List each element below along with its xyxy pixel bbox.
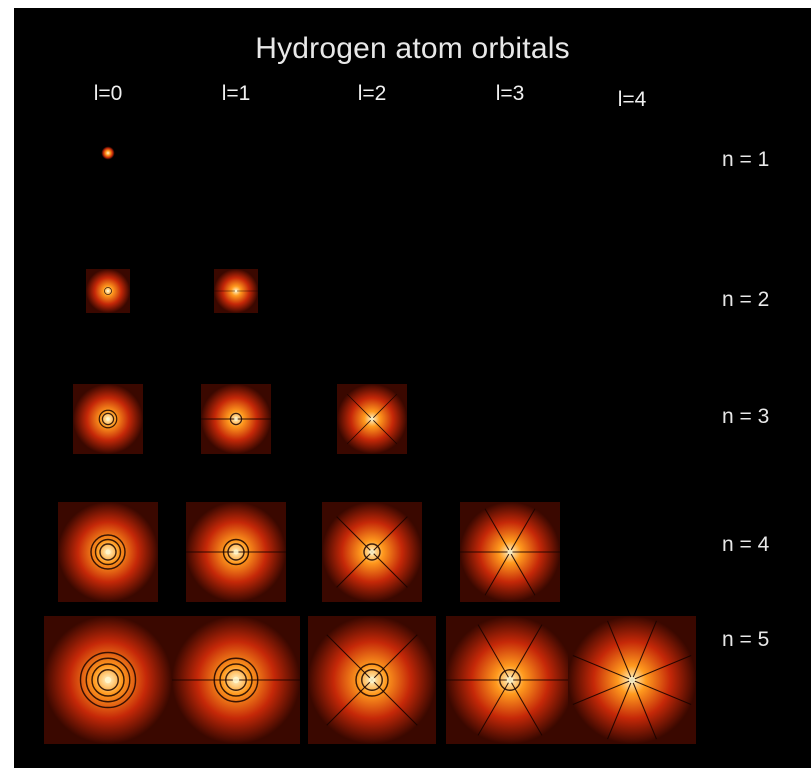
orbital-n4l3 [460,502,561,602]
radial-node [229,412,243,426]
row-label-n3: n = 3 [722,405,770,428]
row-label-n4: n = 4 [722,533,770,556]
orbital-n5l1 [171,616,300,744]
orbital-core [506,676,514,684]
radial-node [499,669,521,691]
row-label-n1: n = 1 [722,148,770,171]
column-label-l1: l=1 [221,82,251,105]
orbital-core [507,549,513,555]
orbital-n3l1 [200,384,272,454]
orbital-n2l0 [86,269,130,313]
radial-node [90,534,126,570]
radial-node [363,543,381,561]
row-label-n2: n = 2 [722,288,770,311]
orbital-core [106,289,110,293]
orbital-n2l1 [213,269,258,313]
row-label-n5: n = 5 [722,628,770,651]
radial-node [222,538,250,566]
orbital-n5l3 [445,616,574,744]
radial-node [99,543,117,561]
radial-node [227,543,245,561]
figure-title: Hydrogen atom orbitals [255,32,570,65]
radial-node [97,669,119,691]
orbital-core [105,549,111,555]
orbital-n3l2 [337,384,407,454]
radial-node [355,663,389,697]
orbital-core [370,417,374,421]
radial-node [213,657,259,703]
orbital-n5l0 [44,616,172,744]
radial-node [225,669,247,691]
orbital-core [234,289,238,293]
orbital-n4l1 [186,502,287,602]
radial-node [79,651,137,709]
orbital-figure: Hydrogen atom orbitals l=0 l=1 l=2 l=3 l… [14,8,811,768]
orbital-n1l0 [101,146,115,160]
orbital-core [232,676,240,684]
orbital-core [234,417,238,421]
column-label-l3: l=3 [495,82,525,105]
orbital-n4l0 [58,502,158,602]
radial-node [104,287,112,295]
orbital-n5l4 [568,616,696,744]
radial-node [219,663,253,697]
orbital-n3l0 [73,384,143,454]
orbital-core [104,676,112,684]
orbital-grid [14,8,811,768]
orbital-n5l2 [308,616,436,744]
radial-node [98,409,118,429]
column-label-l2: l=2 [357,82,387,105]
orbital-core [368,676,376,684]
column-label-l0: l=0 [93,82,123,105]
orbital-glow [101,146,115,160]
radial-node [361,669,383,691]
column-label-l4: l=4 [617,88,647,111]
radial-node [85,657,131,703]
orbital-core [369,549,375,555]
orbital-core [628,676,636,684]
orbital-core [106,417,110,421]
orbital-n4l2 [322,502,422,602]
radial-node [94,538,122,566]
radial-node [91,663,125,697]
radial-node [101,412,115,426]
orbital-core [233,549,239,555]
